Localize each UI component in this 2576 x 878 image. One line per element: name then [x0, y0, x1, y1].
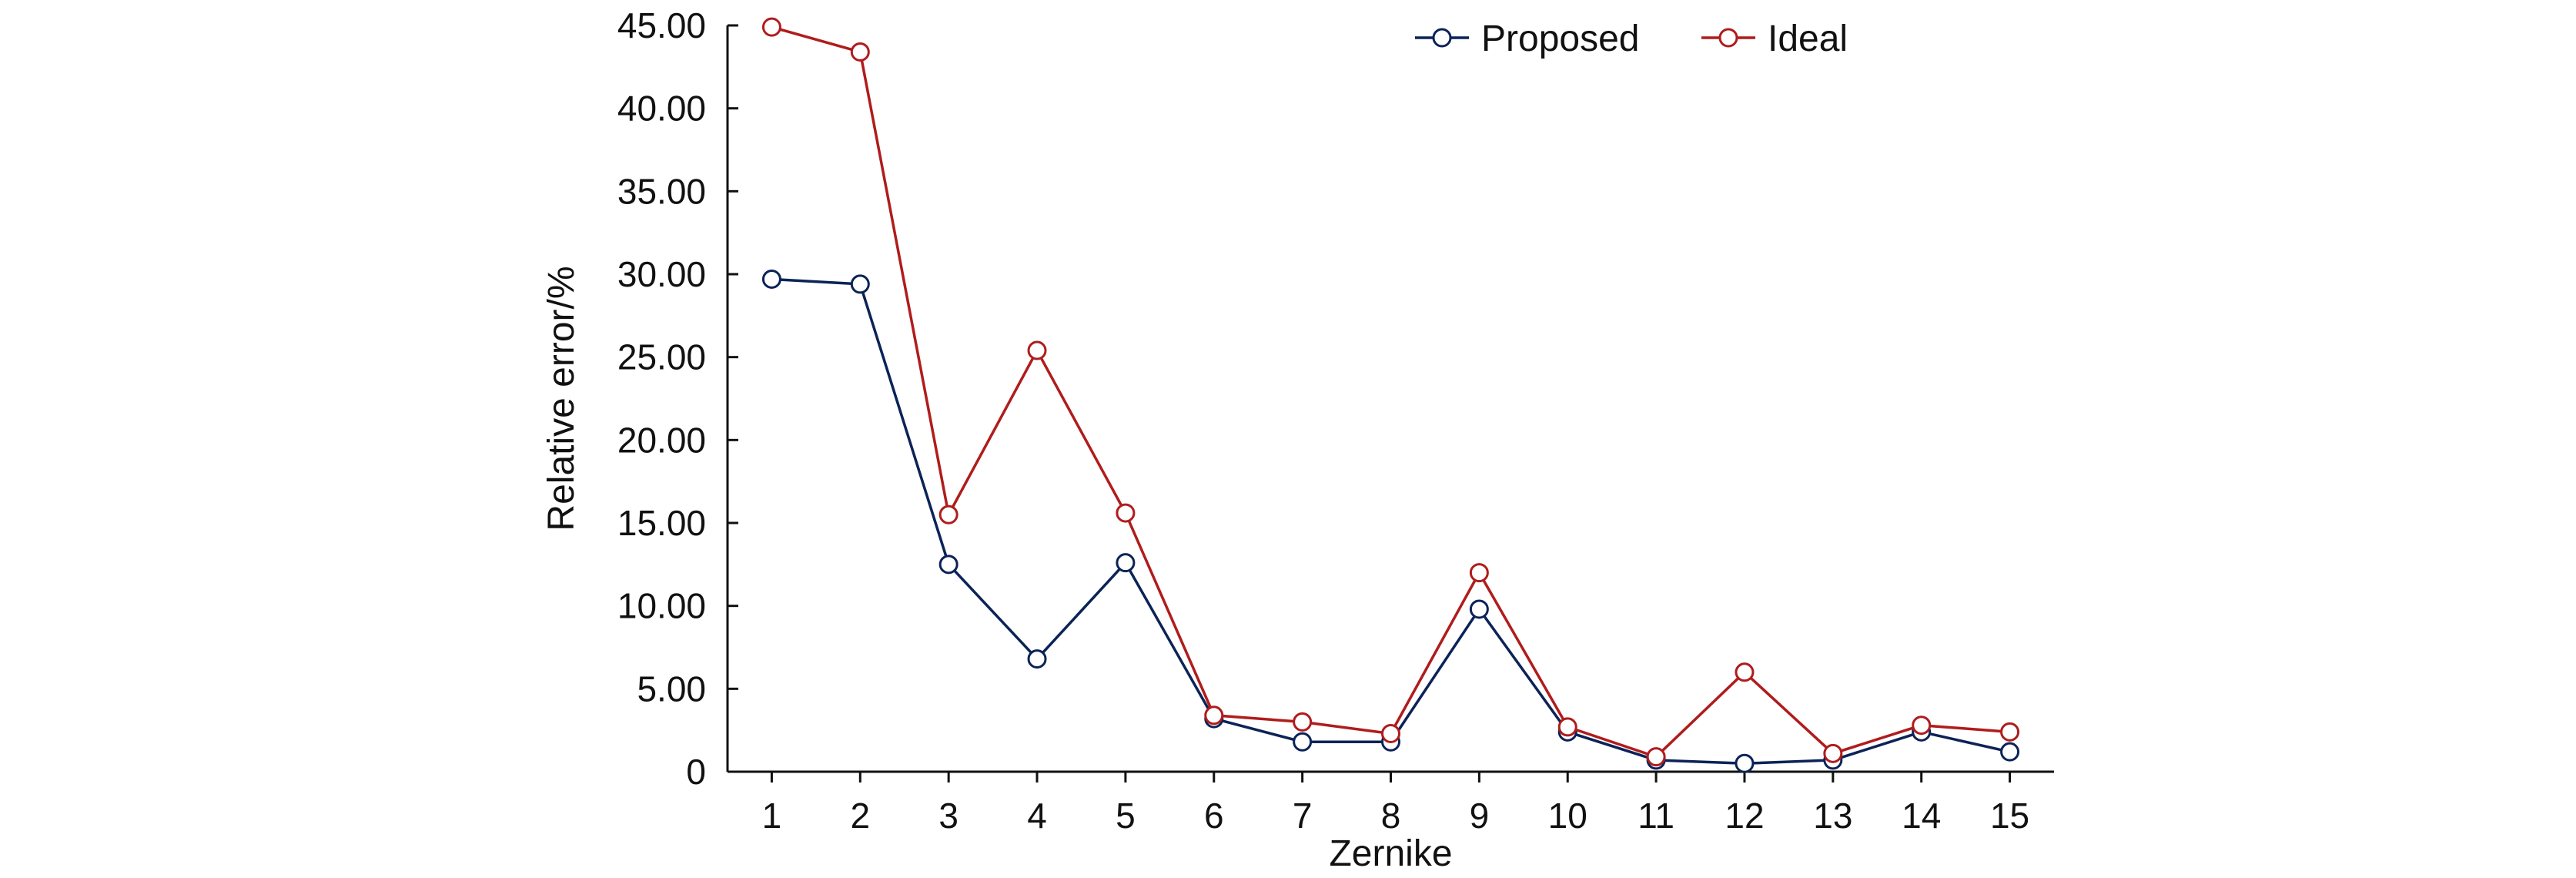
data-point: [1381, 723, 1400, 743]
x-tick-label: 12: [1725, 796, 1764, 836]
x-tick-label: 6: [1204, 796, 1224, 836]
data-point: [2000, 722, 2020, 742]
x-tick-label: 8: [1381, 796, 1401, 836]
data-point: [850, 42, 870, 62]
x-tick-label: 13: [1813, 796, 1852, 836]
x-tick-label: 5: [1116, 796, 1136, 836]
legend-marker: [1432, 28, 1452, 48]
data-point: [1293, 732, 1313, 752]
y-axis-title: Relative error/%: [541, 266, 582, 531]
data-point: [1469, 599, 1489, 619]
x-axis-ticks: 1 2 3 4 5 6 7 8 9 10 11 12 13 14 15: [762, 772, 2029, 836]
data-point: [1557, 717, 1577, 737]
data-point: [1735, 753, 1755, 773]
data-point: [1116, 503, 1136, 523]
data-point: [1116, 553, 1136, 573]
x-tick-label: 9: [1470, 796, 1490, 836]
x-tick-label: 14: [1902, 796, 1941, 836]
y-tick-label: 10.00: [617, 586, 706, 626]
x-tick-label: 10: [1548, 796, 1587, 836]
data-point: [2000, 742, 2020, 762]
data-point: [1027, 649, 1047, 669]
data-point: [1204, 705, 1224, 726]
data-point: [1027, 340, 1047, 360]
y-tick-label: 15.00: [617, 503, 706, 543]
x-tick-label: 4: [1027, 796, 1047, 836]
x-tick-label: 15: [1990, 796, 2029, 836]
data-point: [1912, 715, 1932, 736]
y-tick-label: 0: [686, 752, 706, 792]
x-tick-label: 7: [1293, 796, 1313, 836]
y-tick-label: 45.00: [617, 5, 706, 45]
data-point: [850, 274, 870, 294]
series-line: [771, 277, 2010, 765]
y-tick-label: 25.00: [617, 337, 706, 377]
x-tick-label: 3: [938, 796, 958, 836]
data-point: [938, 555, 958, 575]
series-layer: [761, 17, 2020, 773]
legend-item-proposed: Proposed: [1415, 18, 1639, 59]
legend: Proposed Ideal: [1415, 18, 1848, 59]
legend-label: Ideal: [1768, 18, 1848, 59]
legend-label: Proposed: [1481, 18, 1639, 59]
y-axis-ticks: 0 5.00 10.00 15.00 20.00 25.00 30.00 35.00 40.00…: [617, 5, 738, 792]
x-tick-label: 2: [851, 796, 871, 836]
data-point: [1646, 747, 1666, 767]
data-point: [761, 269, 781, 289]
x-axis-title: Zernike: [1329, 833, 1452, 874]
data-point: [1735, 662, 1755, 682]
data-point: [1469, 563, 1489, 583]
plot-area: 0 5.00 10.00 15.00 20.00 25.00 30.00 35.00 40.00…: [617, 5, 2054, 836]
x-tick-label: 1: [762, 796, 782, 836]
data-point: [1293, 712, 1313, 732]
y-tick-label: 35.00: [617, 171, 706, 211]
data-point: [761, 17, 781, 37]
series-line: [771, 25, 2010, 759]
y-tick-label: 5.00: [637, 669, 706, 709]
data-point: [1823, 743, 1843, 763]
x-tick-label: 11: [1638, 796, 1674, 836]
legend-item-ideal: Ideal: [1701, 18, 1848, 59]
y-tick-label: 40.00: [617, 89, 706, 129]
legend-marker: [1718, 28, 1738, 48]
y-tick-label: 30.00: [617, 254, 706, 294]
series-ideal: [761, 17, 2020, 767]
data-point: [938, 504, 958, 524]
y-tick-label: 20.00: [617, 420, 706, 460]
